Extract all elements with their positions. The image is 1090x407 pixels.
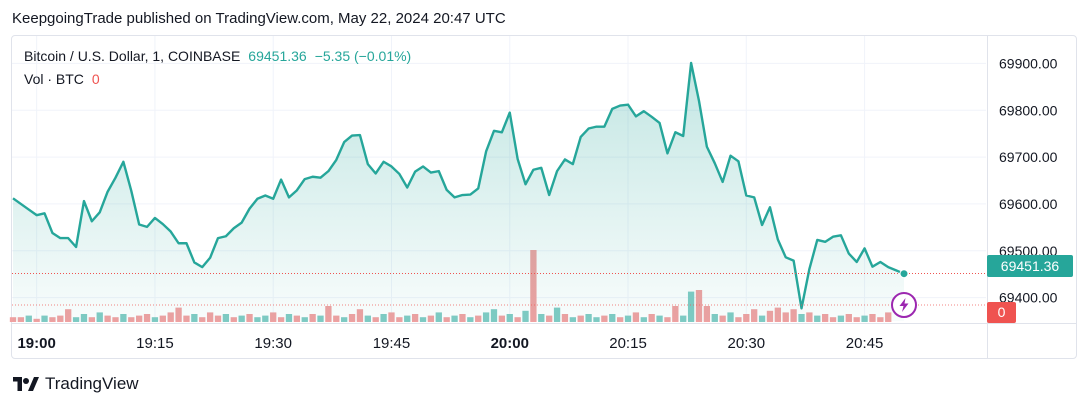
price-line-path bbox=[12, 61, 905, 310]
volume-value: 0 bbox=[91, 71, 100, 87]
brand-name: TradingView bbox=[45, 374, 139, 393]
x-tick-label: 20:45 bbox=[846, 335, 884, 352]
volume-label[interactable]: Vol · BTC bbox=[24, 71, 84, 87]
x-axis-labels: 19:00 19:15 19:30 19:45 20:00 20:15 20:30 20:45 bbox=[17, 335, 883, 352]
y-tick-label: 69500.00 bbox=[999, 243, 1058, 259]
x-tick-label: 20:00 bbox=[491, 335, 529, 352]
price-area bbox=[13, 62, 904, 321]
bolt-icon[interactable] bbox=[891, 292, 917, 318]
legend-symbol-row: Bitcoin / U.S. Dollar, 1, COINBASE 69451.… bbox=[24, 48, 411, 64]
volume-tag: 0 bbox=[987, 302, 1016, 323]
x-tick-label: 19:30 bbox=[254, 335, 292, 352]
tradingview-logo-icon bbox=[13, 377, 39, 391]
time-scale-divider bbox=[12, 323, 1076, 324]
y-axis-labels: 69900.00 69800.00 69700.00 69600.00 69500.00… bbox=[999, 55, 1058, 305]
x-tick-label: 20:15 bbox=[609, 335, 647, 352]
y-tick-label: 69800.00 bbox=[999, 102, 1058, 118]
price-line bbox=[12, 61, 905, 310]
price-markers bbox=[12, 269, 986, 306]
chart-frame[interactable] bbox=[11, 35, 1077, 359]
price-area-fill bbox=[13, 62, 904, 321]
x-tick-label: 19:45 bbox=[373, 335, 411, 352]
x-tick-label: 19:00 bbox=[17, 335, 55, 352]
last-price-dot bbox=[899, 269, 909, 279]
last-price-tag: 69451.36 bbox=[987, 255, 1073, 277]
y-tick-label: 69700.00 bbox=[999, 149, 1058, 165]
y-tick-label: 69400.00 bbox=[999, 290, 1058, 306]
y-tick-label: 69600.00 bbox=[999, 196, 1058, 212]
x-tick-label: 19:15 bbox=[136, 335, 174, 352]
symbol-title[interactable]: Bitcoin / U.S. Dollar, 1, COINBASE bbox=[24, 48, 241, 64]
price-change: −5.35 (−0.01%) bbox=[314, 48, 412, 64]
x-tick-label: 20:30 bbox=[728, 335, 766, 352]
tradingview-logo: TradingView bbox=[13, 374, 139, 394]
price-scale-divider bbox=[987, 36, 988, 358]
last-price: 69451.36 bbox=[248, 48, 307, 64]
legend-volume-row: Vol · BTC 0 bbox=[24, 71, 100, 87]
y-tick-label: 69900.00 bbox=[999, 55, 1058, 71]
published-line: KeepgoingTrade published on TradingView.… bbox=[12, 10, 506, 27]
